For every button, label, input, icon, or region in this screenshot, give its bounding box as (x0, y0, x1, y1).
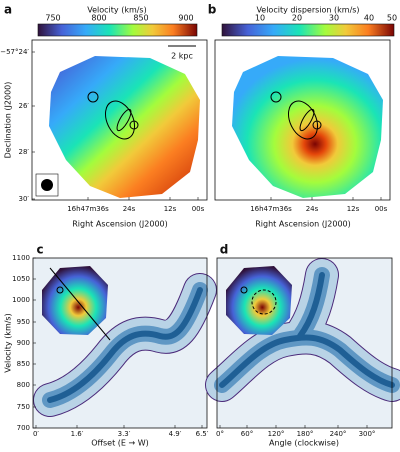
colorbar-tick-label: 850 (133, 14, 148, 23)
region-marker (87, 91, 99, 103)
region-marker (104, 100, 136, 140)
y-tick-label: 1000 (12, 296, 30, 304)
scalebar-label: 2 kpc (171, 52, 193, 61)
x-tick-label: 16h47m36s (250, 205, 292, 213)
ring (251, 289, 277, 315)
y-tick-label: 1100 (12, 254, 30, 262)
y-tick-label: 850 (17, 360, 30, 368)
colorbar-tick-label: 900 (178, 14, 193, 23)
x-tick-label: 1.6′ (71, 430, 84, 438)
y-tick-label: 28′ (19, 148, 30, 156)
x-axis-label: Right Ascension (J2000) (72, 220, 168, 229)
y-tick-label: 800 (17, 381, 30, 389)
panel-c (32, 257, 207, 429)
x-tick-label: 4.9′ (169, 430, 182, 438)
x-axis-label: Right Ascension (J2000) (255, 220, 351, 229)
x-tick-label: 60° (241, 430, 253, 438)
panel-a (31, 23, 208, 201)
panel-label: a (4, 3, 12, 17)
x-tick-label: 180° (297, 430, 314, 438)
region-marker (270, 91, 282, 103)
y-tick-label: −57°24′ (0, 48, 29, 56)
x-axis-label: Offset (E → W) (91, 439, 149, 448)
frame (214, 39, 391, 201)
y-tick-label: 900 (17, 339, 30, 347)
colorbar-tick-label: 40 (364, 14, 374, 23)
y-tick-label: 1050 (12, 275, 30, 283)
colorbar-tick-label: 750 (45, 14, 60, 23)
colorbar-tick-label: 10 (255, 14, 265, 23)
x-tick-label: 240° (330, 430, 347, 438)
x-tick-label: 0° (216, 430, 224, 438)
y-tick-label: 30′ (19, 195, 30, 203)
y-axis-label: Declination (J2000) (4, 82, 13, 159)
inset-map (226, 266, 292, 335)
region-marker (299, 108, 315, 132)
y-tick-label: 700 (17, 424, 30, 432)
colorbar-title: Velocity dispersion (km/s) (256, 6, 359, 15)
panel-b (214, 23, 395, 201)
panel-d (216, 257, 393, 429)
frame (216, 257, 393, 429)
colorbar-tick-label: 50 (387, 14, 397, 23)
panel-label: d (220, 243, 229, 257)
region-marker (287, 100, 319, 140)
y-tick-label: 950 (17, 318, 30, 326)
x-tick-label: 120° (268, 430, 285, 438)
x-tick-label: 0′ (33, 430, 39, 438)
x-tick-label: 00s (375, 205, 388, 213)
y-tick-label: 26′ (19, 102, 30, 110)
frame (31, 39, 208, 201)
colorbar-title: Velocity (km/s) (87, 6, 146, 15)
beam (41, 179, 53, 191)
colorbar-tick-label: 20 (292, 14, 302, 23)
x-tick-label: 12s (347, 205, 360, 213)
region-marker (240, 286, 248, 294)
region-marker (56, 286, 64, 294)
panel-label: c (36, 243, 43, 257)
x-tick-label: 24s (123, 205, 136, 213)
x-tick-label: 12s (164, 205, 177, 213)
colorbar (221, 23, 395, 37)
y-axis-label: Velocity (km/s) (4, 313, 13, 372)
x-tick-label: 16h47m36s (67, 205, 109, 213)
region-marker (312, 120, 322, 130)
colorbar (37, 23, 198, 37)
region-marker (129, 120, 139, 130)
x-tick-label: 00s (192, 205, 205, 213)
x-tick-label: 300° (359, 430, 376, 438)
x-tick-label: 6.5′ (196, 430, 209, 438)
x-tick-label: 3.3′ (118, 430, 131, 438)
panel-label: b (208, 3, 217, 17)
region-marker (116, 108, 132, 132)
x-tick-label: 24s (306, 205, 319, 213)
slit (49, 267, 111, 341)
colorbar-tick-label: 30 (329, 14, 339, 23)
y-tick-label: 750 (17, 403, 30, 411)
x-axis-label: Angle (clockwise) (269, 439, 339, 448)
colorbar-tick-label: 800 (91, 14, 106, 23)
